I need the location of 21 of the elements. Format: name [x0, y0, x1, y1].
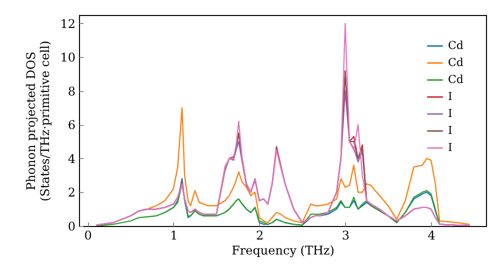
y-tick-label: 6 — [68, 118, 76, 132]
y-tick-label: 4 — [68, 152, 76, 166]
y-tick-label: 12 — [60, 16, 76, 31]
y-axis-title: Phonon projected DOS (States/THz·primitive cell) — [24, 40, 52, 202]
y-tick-label: 0 — [68, 220, 76, 234]
y-tick-label: 10 — [60, 50, 76, 65]
x-tick-label: 4 — [428, 228, 436, 242]
x-tick-label: 0 — [84, 228, 92, 242]
x-tick-label: 3 — [342, 228, 350, 242]
legend-label: Cd — [448, 56, 464, 69]
legend-label: Cd — [448, 39, 464, 52]
legend-label: I — [448, 90, 452, 103]
y-tick-label: 2 — [68, 186, 76, 200]
x-tick-label: 1 — [170, 228, 178, 242]
legend-label: I — [448, 107, 452, 120]
x-axis-title: Frequency (THz) — [232, 244, 334, 258]
y-tick-label: 8 — [68, 84, 76, 98]
legend-label: Cd — [448, 73, 464, 86]
legend-label: I — [448, 141, 452, 154]
legend-label: I — [448, 124, 452, 137]
x-tick-label: 2 — [256, 228, 264, 242]
